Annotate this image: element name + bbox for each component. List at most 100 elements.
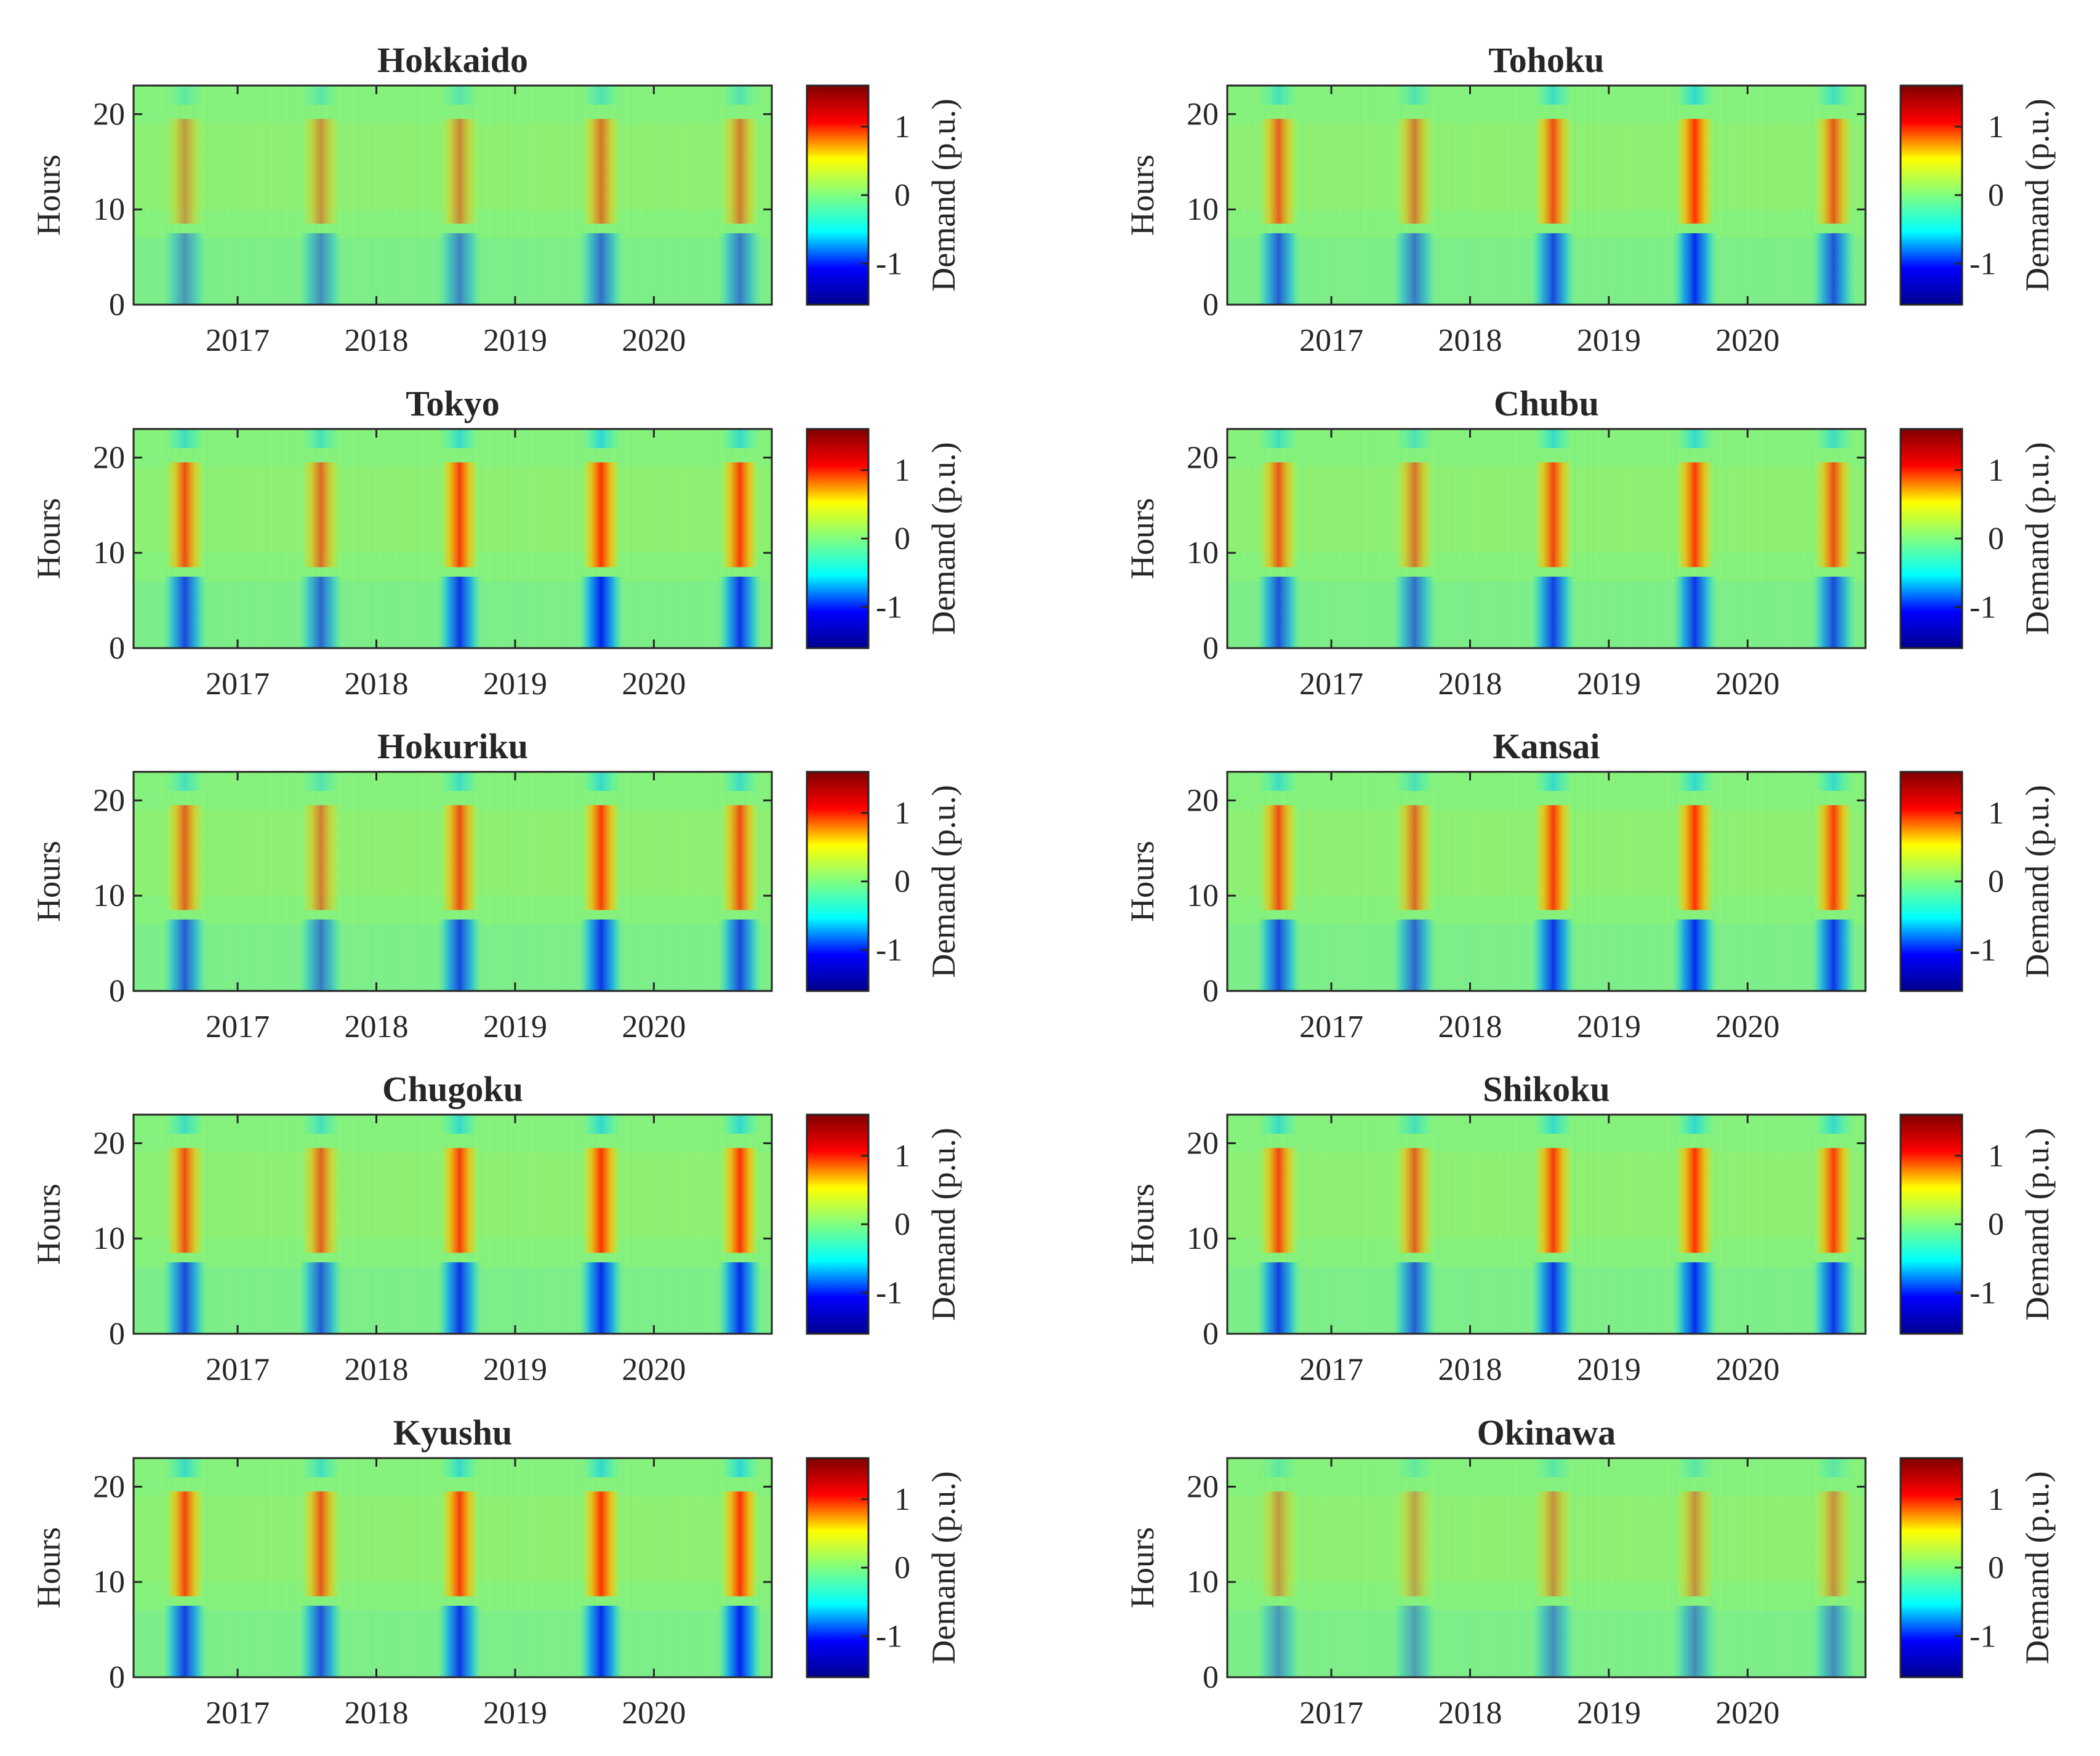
heatmap-texture (265, 772, 268, 991)
heatmap-texture (1788, 86, 1790, 305)
heatmap-texture (1811, 772, 1813, 991)
heatmap-texture (134, 429, 136, 648)
heatmap-texture (571, 429, 574, 648)
heatmap-texture (694, 429, 697, 648)
colorbar (807, 429, 868, 648)
heatmap-texture (767, 429, 770, 648)
x-tick-label: 2018 (345, 667, 409, 702)
heatmap-texture (1660, 772, 1663, 991)
heatmap-texture (247, 772, 250, 991)
summer-peak-high (1534, 1491, 1573, 1597)
heatmap-texture (1774, 1115, 1777, 1334)
heatmap-texture (371, 429, 373, 648)
heatmap-texture (1765, 1458, 1768, 1677)
heatmap-texture (238, 772, 241, 991)
y-tick-label: 10 (93, 1221, 125, 1256)
heatmap-texture (1737, 86, 1741, 305)
heatmap-texture (1633, 772, 1635, 991)
heatmap-texture (1446, 1458, 1449, 1677)
summer-peak-high (1395, 1148, 1434, 1253)
heatmap-texture (543, 772, 547, 991)
heatmap-texture (1227, 429, 1230, 648)
summer-peak-cap (440, 1458, 479, 1477)
summer-peak-high (440, 462, 479, 567)
colorbar-tick-label: 1 (894, 1482, 910, 1517)
heatmap-texture (1779, 429, 1781, 648)
heatmap-texture (562, 772, 564, 991)
axes-box (1226, 1457, 1867, 1678)
summer-peak-high (440, 119, 479, 224)
y-tick-label: 20 (93, 1126, 125, 1161)
heatmap-texture (151, 1115, 154, 1334)
heatmap-texture (671, 429, 674, 648)
heatmap-texture (1510, 1458, 1512, 1677)
heatmap (134, 1115, 772, 1334)
heatmap-texture (1756, 1458, 1758, 1677)
heatmap-texture (1769, 1458, 1773, 1677)
heatmap-texture (356, 772, 359, 991)
heatmap-texture (699, 772, 702, 991)
summer-peak-high (582, 1491, 620, 1597)
summer-peak-low (438, 576, 481, 648)
heatmap-texture (151, 429, 154, 648)
heatmap-texture (685, 1458, 687, 1677)
heatmap-texture (649, 772, 651, 991)
summer-peak-high (1534, 1148, 1573, 1253)
heatmap-texture (676, 1115, 679, 1334)
summer-peak-high (166, 462, 204, 567)
heatmap-texture (1760, 1458, 1763, 1677)
y-tick-label: 10 (93, 1565, 125, 1600)
x-tick-label: 2019 (483, 1352, 547, 1387)
colorbar-tick-label: 1 (1988, 796, 2004, 831)
heatmap-texture (1387, 1458, 1389, 1677)
heatmap-texture (1359, 429, 1362, 648)
heatmap-texture (1779, 772, 1781, 991)
heatmap-texture (138, 429, 141, 648)
summer-peak-low (579, 1605, 623, 1677)
heatmap-texture (352, 1458, 355, 1677)
heatmap-texture (1455, 1115, 1458, 1334)
x-tick-label: 2018 (1438, 1696, 1502, 1731)
heatmap-texture (1633, 429, 1635, 648)
heatmap-texture (1633, 1115, 1635, 1334)
heatmap-texture (680, 429, 683, 648)
heatmap-texture (252, 86, 255, 305)
heatmap-texture (1455, 1458, 1458, 1677)
heatmap-texture (1373, 86, 1376, 305)
heatmap-texture (1345, 1458, 1349, 1677)
heatmap-texture (420, 772, 423, 991)
panel-title: Tohoku (1488, 40, 1604, 80)
heatmap-texture (379, 1458, 382, 1677)
heatmap-texture (1387, 86, 1389, 305)
heatmap-texture (530, 429, 533, 648)
heatmap-texture (1382, 1115, 1385, 1334)
x-tick-label: 2020 (622, 323, 686, 358)
heatmap-texture (1313, 772, 1317, 991)
heatmap-texture (557, 429, 560, 648)
heatmap-texture (1760, 1115, 1763, 1334)
heatmap-texture (758, 772, 761, 991)
y-axis-label: Hours (30, 1184, 67, 1265)
heatmap-texture (543, 86, 547, 305)
summer-peak-high (1534, 119, 1573, 224)
heatmap-texture (621, 1458, 624, 1677)
y-tick-label: 0 (1203, 974, 1219, 1009)
heatmap-texture (1733, 1458, 1736, 1677)
summer-peak-cap (1814, 772, 1853, 791)
heatmap-texture (1304, 429, 1307, 648)
heatmap-texture (1628, 1115, 1631, 1334)
heatmap-texture (1350, 429, 1353, 648)
heatmap-texture (1250, 1458, 1252, 1677)
heatmap-texture (1605, 772, 1608, 991)
summer-peak-low (1531, 233, 1575, 305)
summer-peak-high (1395, 805, 1434, 910)
summer-peak-high (166, 805, 204, 910)
heatmap-texture (1715, 1115, 1718, 1334)
heatmap-texture (343, 429, 346, 648)
heatmap-texture (1533, 86, 1535, 305)
x-tick-label: 2019 (1577, 323, 1641, 358)
colorbar-tick-label: 1 (894, 453, 910, 488)
heatmap-texture (375, 86, 378, 305)
heatmap-texture (1469, 772, 1472, 991)
heatmap-texture (662, 1115, 665, 1334)
